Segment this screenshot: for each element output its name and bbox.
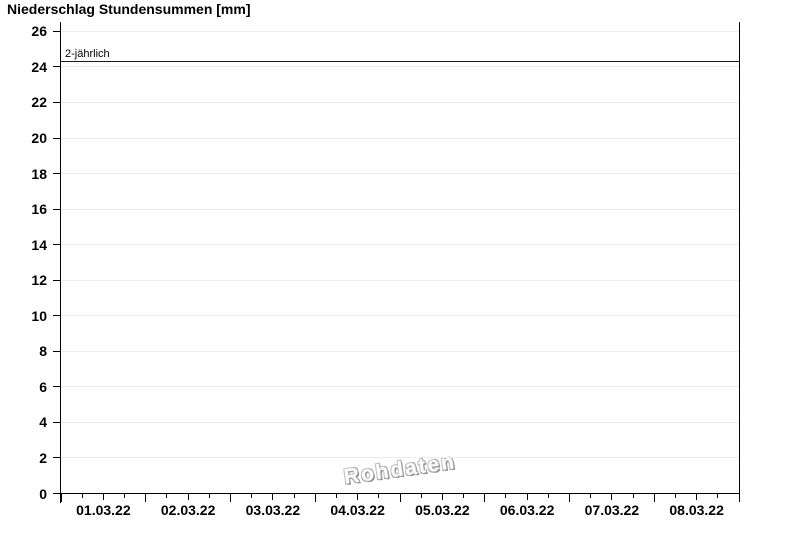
y-axis-tick-label: 18 (31, 165, 47, 182)
y-axis-tick-label: 14 (31, 236, 47, 253)
x-axis-minor-tick (420, 494, 422, 498)
watermark-text: Rohdaten (342, 450, 458, 489)
x-axis-minor-tick (674, 494, 676, 498)
x-axis-minor-tick (335, 494, 337, 498)
x-axis-major-tick (314, 494, 316, 502)
y-gridline (61, 208, 739, 210)
y-axis-tick (53, 421, 61, 423)
y-axis-tick-label: 26 (31, 23, 47, 40)
x-axis-tick-label: 08.03.22 (669, 502, 724, 518)
y-axis-tick (53, 244, 61, 246)
y-axis-tick (53, 66, 61, 68)
x-axis-minor-tick (632, 494, 634, 498)
x-axis-minor-tick (505, 494, 507, 498)
y-gridline (61, 101, 739, 103)
y-axis-line (60, 22, 61, 503)
y-gridline (61, 279, 739, 281)
x-axis-major-tick (569, 494, 570, 502)
x-axis-major-tick (60, 494, 62, 502)
y-gridline (61, 66, 739, 68)
x-axis-minor-tick (81, 494, 83, 498)
x-axis-line (60, 493, 740, 494)
y-gridline (61, 457, 739, 459)
y-axis-tick (53, 279, 61, 281)
y-axis-tick-label: 6 (39, 378, 47, 395)
x-axis-minor-tick (590, 494, 592, 498)
x-axis-major-tick (145, 494, 147, 502)
y-axis-tick-label: 20 (31, 130, 47, 147)
y-axis-tick (53, 457, 61, 459)
x-axis-minor-tick (463, 494, 465, 498)
x-axis-noon-tick (441, 494, 443, 500)
y-axis-tick-label: 2 (39, 449, 47, 466)
y-axis-tick-label: 16 (31, 201, 47, 218)
y-gridline (61, 137, 739, 139)
x-axis-tick-label: 03.03.22 (245, 502, 301, 518)
y-axis-tick-label: 12 (31, 272, 47, 289)
y-gridline (61, 315, 739, 317)
x-axis-minor-tick (717, 494, 719, 498)
x-axis-noon-tick (187, 494, 189, 500)
y-gridline (61, 350, 739, 352)
x-axis-major-tick (399, 494, 401, 502)
y-axis-tick (53, 350, 61, 352)
y-axis-tick-label: 4 (39, 414, 47, 431)
x-axis-minor-tick (166, 494, 168, 498)
y-axis-tick (53, 493, 61, 494)
x-axis-tick-label: 01.03.22 (76, 502, 131, 518)
x-axis-minor-tick (293, 494, 295, 498)
x-axis-minor-tick (208, 494, 210, 498)
y-axis-tick (53, 173, 61, 175)
y-axis-tick-label: 10 (31, 307, 47, 324)
x-axis-noon-tick (272, 494, 274, 500)
y-axis-tick-label: 0 (39, 485, 47, 502)
x-axis-noon-tick (696, 494, 698, 500)
x-axis-minor-tick (251, 494, 253, 498)
y-gridline (61, 421, 739, 423)
x-axis-tick-label: 04.03.22 (330, 502, 385, 518)
x-axis-major-tick (230, 494, 231, 502)
y-axis-tick (53, 101, 61, 103)
x-axis-noon-tick (357, 494, 359, 500)
y-axis-tick-label: 24 (31, 58, 47, 75)
x-axis-major-tick (738, 494, 740, 502)
y-axis-tick (53, 208, 61, 210)
y-gridline (61, 244, 739, 246)
x-axis-noon-tick (102, 494, 104, 500)
y-axis-tick (53, 386, 61, 388)
y-axis-tick-label: 8 (39, 343, 47, 360)
x-axis-minor-tick (547, 494, 549, 498)
y-gridline (61, 173, 739, 175)
threshold-line (61, 60, 739, 63)
y-axis-tick (53, 137, 61, 139)
y-gridline (61, 386, 739, 388)
y-axis-tick (53, 30, 61, 32)
x-axis-tick-label: 05.03.22 (415, 502, 470, 518)
x-axis-tick-label: 06.03.22 (499, 502, 555, 518)
threshold-label: 2-jährlich (65, 47, 110, 60)
y-axis-tick-label: 22 (31, 94, 47, 111)
x-axis-tick-label: 07.03.22 (584, 502, 640, 518)
chart-title: Niederschlag Stundensummen [mm] (7, 1, 251, 17)
x-axis-noon-tick (611, 494, 613, 500)
y-gridline (61, 30, 739, 32)
x-axis-minor-tick (378, 494, 380, 498)
x-axis-tick-label: 02.03.22 (160, 502, 216, 518)
right-axis-line (739, 22, 740, 502)
x-axis-major-tick (653, 494, 655, 502)
x-axis-major-tick (484, 494, 486, 502)
x-axis-noon-tick (526, 494, 528, 500)
y-axis-tick (53, 315, 61, 317)
x-axis-minor-tick (124, 494, 126, 498)
